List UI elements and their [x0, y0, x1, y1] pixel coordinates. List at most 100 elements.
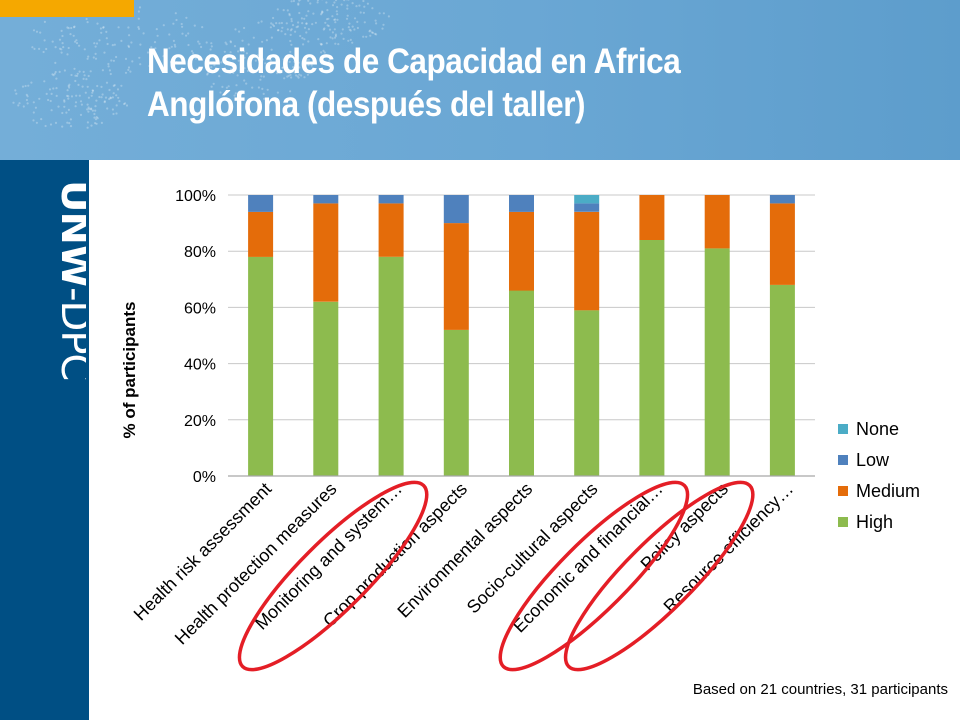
map-dot [282, 9, 285, 12]
map-dot [277, 29, 280, 32]
bar-segment-high [378, 256, 404, 476]
map-dot [35, 30, 39, 33]
map-dot [270, 48, 273, 51]
map-dot [40, 118, 43, 121]
map-dot [162, 55, 165, 58]
map-dot [286, 75, 289, 78]
map-dot [52, 74, 55, 77]
map-dot [96, 84, 99, 88]
map-dot [287, 74, 290, 77]
map-dot [305, 22, 308, 25]
map-dot [174, 12, 177, 15]
map-dot [213, 64, 216, 67]
map-dot [238, 30, 241, 33]
map-dot [272, 24, 276, 28]
title-line-2: Anglófona (después del taller) [147, 85, 586, 124]
map-dot [52, 87, 55, 90]
footnote: Based on 21 countries, 31 participants [692, 681, 948, 698]
map-dot [353, 28, 356, 31]
map-dot [321, 11, 324, 14]
map-dot [252, 36, 255, 39]
map-dot [260, 75, 263, 78]
map-dot [38, 47, 41, 51]
map-dot [261, 58, 264, 61]
map-dot [84, 91, 87, 94]
map-dot [112, 59, 115, 62]
map-dot [30, 81, 33, 84]
map-dot [276, 91, 279, 94]
map-dot [67, 97, 70, 100]
map-dot [127, 66, 131, 69]
map-dot [106, 42, 109, 46]
map-dot [375, 33, 378, 36]
map-dot [116, 88, 120, 91]
legend-swatch [838, 486, 848, 496]
map-dot [266, 88, 269, 91]
map-dot [94, 122, 97, 125]
legend-label: Low [856, 450, 890, 470]
bar-segment-high [639, 240, 665, 476]
map-dot [254, 59, 257, 62]
map-dot [285, 22, 288, 25]
map-dot [233, 45, 237, 48]
map-dot [310, 64, 313, 67]
map-dot [227, 85, 230, 88]
map-dot [335, 10, 338, 13]
map-dot [343, 0, 346, 2]
bar-segment-low [574, 203, 600, 212]
legend-swatch [838, 455, 848, 465]
map-dot [169, 61, 173, 64]
map-dot [100, 121, 103, 124]
map-dot [261, 87, 264, 90]
map-dot [124, 102, 127, 105]
map-dot [362, 11, 365, 14]
map-dot [83, 74, 86, 77]
bar-segment-high [248, 256, 274, 476]
map-dot [210, 42, 213, 45]
map-dot [257, 21, 260, 24]
map-dot [72, 34, 75, 37]
map-dot [224, 41, 227, 44]
map-dot [275, 22, 278, 25]
map-dot [325, 42, 328, 45]
bar-segment-high [704, 248, 730, 476]
logo-text: UNW-DPC [52, 180, 86, 380]
map-dot [243, 26, 246, 30]
map-dot [67, 27, 70, 30]
map-dot [63, 105, 66, 108]
map-dot [229, 71, 232, 74]
map-dot [70, 95, 74, 98]
map-dot [320, 43, 323, 46]
map-dot [328, 28, 332, 31]
map-dot [329, 36, 332, 39]
map-dot [33, 47, 36, 51]
map-dot [91, 109, 94, 112]
map-dot [366, 2, 369, 5]
map-dot [98, 39, 101, 42]
map-dot [170, 60, 173, 63]
map-dot [85, 17, 88, 21]
map-dot [112, 84, 115, 87]
map-dot [220, 61, 223, 64]
map-dot [91, 91, 94, 94]
map-dot [22, 105, 25, 108]
map-dot [219, 91, 222, 94]
map-dot [69, 125, 73, 128]
map-dot [207, 59, 210, 62]
map-dot [54, 46, 57, 49]
map-dot [45, 92, 48, 95]
map-dot [347, 0, 350, 1]
map-dot [322, 28, 325, 31]
map-dot [32, 29, 36, 32]
map-dot [63, 99, 66, 102]
map-dot [316, 1, 319, 4]
map-dot [336, 13, 339, 16]
map-dot [79, 113, 83, 116]
map-dot [58, 47, 62, 50]
map-dot [260, 20, 263, 23]
map-dot [17, 104, 20, 107]
map-dot [12, 101, 15, 104]
map-dot [42, 50, 45, 54]
map-dot [112, 112, 115, 116]
